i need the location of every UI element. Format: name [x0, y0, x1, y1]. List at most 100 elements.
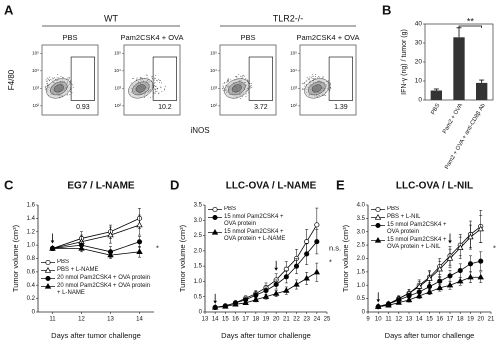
cell-dot: [154, 77, 155, 79]
cell-dot: [155, 90, 157, 92]
cell-dot: [329, 88, 331, 90]
cell-dot: [55, 78, 56, 80]
cell-dot: [62, 77, 64, 79]
plot-label: PBS: [240, 33, 255, 42]
cell-dot: [303, 82, 305, 84]
legend-entry: PBS: [371, 206, 455, 213]
marker: [273, 281, 279, 288]
cell-dot: [307, 78, 309, 80]
y-tick-label: 10³: [114, 86, 121, 91]
cell-dot: [44, 86, 46, 88]
marker: [136, 239, 143, 245]
panel-label: E: [336, 177, 345, 192]
cell-dot: [52, 77, 54, 79]
y-tick-label: 2.5: [357, 243, 366, 249]
series-line: [52, 241, 140, 253]
y-tick-label: 0.2: [27, 296, 36, 302]
marker: [303, 274, 310, 281]
cell-dot: [153, 93, 155, 95]
cell-dot: [227, 80, 229, 82]
cell-dot: [68, 77, 70, 79]
legend-label: PBS: [57, 258, 70, 265]
cell-dot: [132, 78, 134, 79]
cell-dot: [246, 79, 248, 81]
marker: [446, 254, 454, 261]
x-tick-label: 11: [49, 317, 56, 323]
cell-dot: [242, 74, 244, 76]
cell-dot: [222, 86, 224, 88]
legend-swatch: [371, 222, 385, 229]
marker: [212, 214, 218, 221]
y-tick-label: 1.4: [27, 216, 36, 222]
x-tick-label: 21: [283, 317, 290, 323]
cell-dot: [227, 79, 229, 81]
marker: [107, 231, 114, 238]
x-tick-label: 20: [477, 317, 484, 323]
group-label: TLR2-/-: [273, 13, 304, 23]
cell-dot: [45, 87, 47, 88]
cell-dot: [69, 91, 71, 93]
cell-dot: [45, 85, 47, 87]
legend-entry: 15 nmol Pam2CSK4 + OVA protein: [208, 214, 292, 228]
cell-dot: [306, 76, 308, 78]
cell-dot: [146, 74, 148, 76]
cell-dot: [305, 83, 307, 85]
marker: [44, 282, 52, 289]
y-tick-label: 3.5: [357, 216, 366, 222]
y-axis-label: Tumor volume (cm³): [178, 224, 187, 292]
y-tick-label: 0.5: [357, 296, 366, 302]
cell-dot: [248, 92, 249, 94]
treatment-arrow-head: [50, 240, 55, 244]
legend-swatch: [371, 237, 385, 243]
legend-label: PBS: [387, 206, 400, 212]
cell-dot: [227, 80, 229, 82]
legend: PBS 15 nmol Pam2CSK4 + OVA protein 15 nmol…: [208, 206, 292, 242]
x-tick-label: PBS: [430, 103, 441, 116]
marker: [436, 265, 443, 272]
y-tick-label: 1.5: [357, 269, 366, 275]
cell-dot: [241, 76, 243, 78]
cell-dot: [227, 78, 229, 80]
x-tick-label: 23: [303, 317, 310, 323]
cell-dot: [322, 77, 324, 79]
cell-dot: [223, 90, 225, 92]
marker: [426, 284, 433, 290]
annotation: *: [493, 243, 496, 252]
cell-dot: [150, 96, 152, 98]
marker: [263, 288, 269, 294]
cell-dot: [141, 77, 143, 79]
cell-dot: [158, 93, 160, 95]
cell-dot: [329, 86, 331, 88]
legend-entry: 20 nmol Pam2CSK4 + OVA protein: [41, 275, 153, 282]
cell-dot: [311, 76, 313, 78]
legend-label: 15 nmol Pam2CSK4 + OVA protein: [224, 214, 284, 227]
marker: [222, 302, 229, 309]
cell-dot: [315, 76, 317, 77]
marker: [211, 229, 219, 235]
legend-label: 20 nmol Pam2CSK4 + OVA protein + L-NAME: [57, 282, 151, 296]
series-line: [52, 218, 140, 249]
y-tick-label: 10²: [290, 103, 297, 108]
cell-dot: [311, 74, 313, 76]
x-tick-label: 18: [457, 317, 464, 323]
legend-swatch: [208, 229, 222, 235]
x-tick-label: 22: [293, 317, 300, 323]
cell-dot: [302, 88, 304, 90]
legend-entry: 15 nmol Pam2CSK4 + OVA protein + L-NIL: [371, 237, 455, 251]
x-tick-label: 20: [273, 317, 280, 323]
y-tick-label: 10⁴: [210, 68, 217, 73]
legend-swatch: [41, 266, 55, 273]
cell-dot: [324, 94, 326, 96]
cell-dot: [57, 74, 59, 75]
y-tick-label: 10⁴: [114, 68, 121, 73]
cell-dot: [161, 82, 162, 84]
marker: [477, 225, 484, 232]
marker: [232, 300, 239, 307]
cell-dot: [52, 78, 54, 80]
cell-dot: [69, 94, 71, 96]
marker: [477, 273, 484, 280]
y-tick-label: 0: [418, 97, 422, 104]
cell-dot: [251, 82, 252, 84]
cell-dot: [330, 83, 332, 85]
